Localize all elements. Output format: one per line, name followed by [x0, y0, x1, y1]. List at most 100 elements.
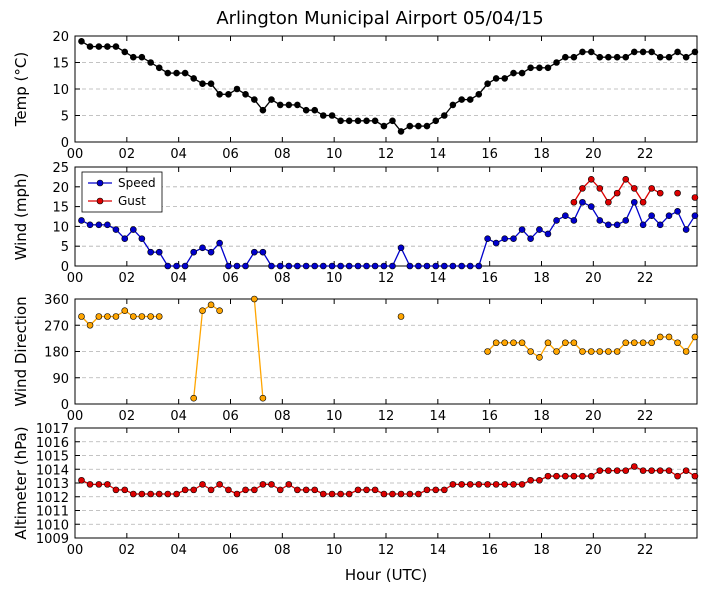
data-point: [233, 490, 241, 498]
y-tick-label: 20: [52, 181, 69, 196]
data-point: [112, 226, 120, 233]
data-point: [466, 481, 474, 488]
data-point: [268, 481, 275, 488]
data-point: [216, 91, 223, 98]
data-point: [78, 313, 85, 320]
panel-2: 0 5 10 15 20 25 00 02 04 06 08 10 12 14 16 18 20 22 Wind (…: [12, 161, 699, 286]
data-point: [449, 481, 457, 488]
data-point: [415, 122, 422, 130]
data-point: [544, 230, 552, 238]
data-point: [78, 37, 85, 45]
data-point: [121, 486, 129, 494]
x-tick-label: 12: [378, 543, 395, 558]
data-point: [363, 262, 370, 270]
data-point: [302, 486, 310, 494]
data-point: [207, 301, 215, 309]
x-tick-label: 16: [481, 271, 498, 286]
x-tick-label: 08: [274, 409, 291, 424]
data-point: [510, 339, 517, 347]
data-point: [562, 212, 569, 220]
series-temp: [78, 37, 699, 135]
x-tick-label: 02: [119, 271, 136, 286]
data-point: [259, 394, 267, 402]
series-line-segment: [391, 247, 402, 267]
x-tick-label: 04: [170, 147, 187, 162]
x-tick-label: 10: [326, 543, 343, 558]
data-point: [510, 69, 517, 77]
data-point: [337, 490, 344, 498]
data-point: [164, 262, 172, 270]
data-point: [86, 43, 94, 50]
data-point: [596, 467, 604, 474]
data-point: [380, 262, 388, 270]
x-tick-label: 14: [430, 147, 447, 162]
legend-marker: [96, 179, 104, 187]
legend-box: [81, 171, 163, 213]
data-point: [630, 463, 638, 470]
data-point: [613, 221, 621, 229]
data-point: [242, 486, 249, 494]
data-point: [639, 339, 647, 347]
axes-frame: [74, 35, 698, 143]
data-point: [544, 64, 552, 72]
data-point: [78, 217, 85, 224]
data-point: [518, 69, 526, 77]
data-point: [639, 198, 647, 206]
data-point: [95, 43, 103, 50]
data-point: [147, 248, 154, 256]
data-point: [570, 198, 578, 206]
data-point: [397, 490, 405, 498]
y-tick-label: 1012: [36, 491, 69, 506]
series-line-segment: [478, 238, 489, 267]
data-point: [501, 339, 508, 347]
y-axis-label: Wind (mph): [12, 173, 30, 261]
data-point: [562, 472, 569, 480]
data-point: [121, 235, 129, 242]
data-point: [449, 262, 457, 270]
data-point: [613, 53, 621, 61]
data-point: [259, 248, 267, 256]
data-point: [371, 262, 379, 270]
data-point: [294, 486, 301, 494]
data-point: [544, 472, 552, 480]
data-point: [164, 490, 172, 498]
data-point: [475, 262, 483, 270]
data-point: [656, 189, 664, 197]
data-point: [216, 481, 223, 488]
data-point: [622, 467, 630, 474]
data-point: [648, 339, 655, 347]
y-tick-label: 180: [44, 346, 69, 361]
series-line-segment: [633, 202, 644, 226]
x-tick-label: 10: [326, 147, 343, 162]
data-point: [587, 175, 595, 183]
data-point: [648, 212, 655, 220]
data-point: [423, 486, 431, 494]
data-point: [406, 122, 414, 130]
data-point: [285, 101, 293, 109]
data-point: [112, 313, 120, 320]
data-point: [354, 117, 362, 125]
series-line-segment: [676, 211, 687, 230]
data-point: [371, 117, 379, 125]
data-point: [423, 122, 431, 130]
data-point: [674, 208, 681, 215]
y-tick-label: 1015: [36, 450, 69, 465]
data-point: [544, 339, 552, 347]
data-point: [225, 262, 232, 270]
data-point: [251, 248, 258, 256]
data-point: [302, 262, 310, 270]
x-tick-label: 22: [637, 409, 654, 424]
data-point: [648, 48, 655, 56]
data-point: [579, 198, 586, 206]
data-point: [199, 244, 206, 252]
data-point: [207, 80, 215, 87]
data-point: [458, 262, 465, 270]
data-point: [674, 472, 681, 480]
data-point: [173, 69, 180, 77]
x-tick-label: 04: [170, 271, 187, 286]
y-tick-label: 0: [61, 136, 69, 151]
data-point: [656, 467, 664, 474]
data-point: [319, 262, 327, 270]
